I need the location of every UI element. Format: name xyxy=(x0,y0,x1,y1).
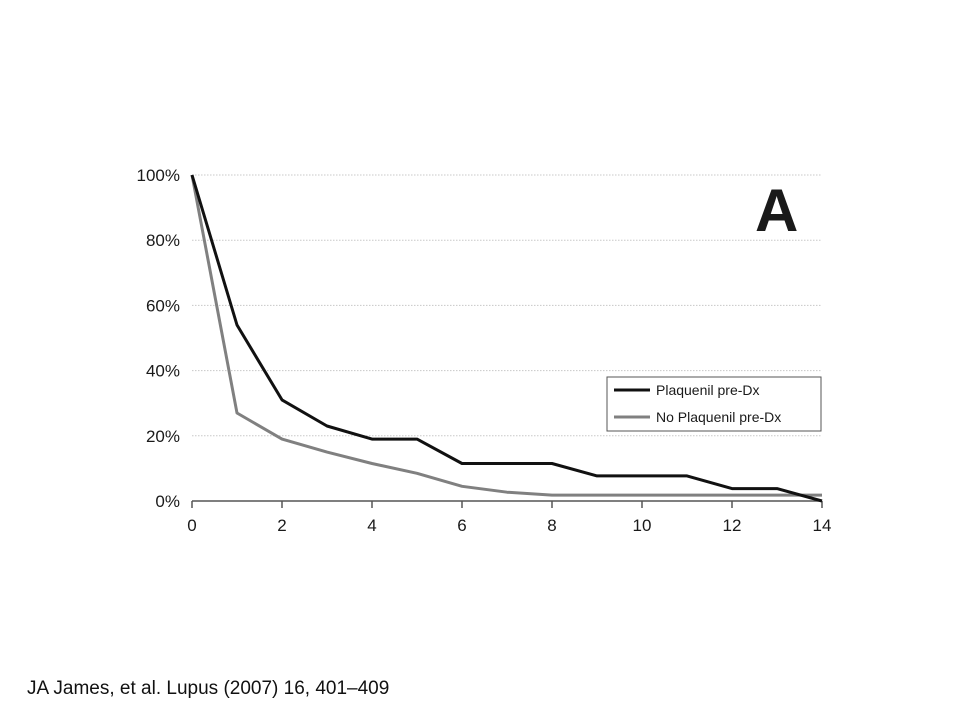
series-lines xyxy=(190,174,823,503)
x-tick-label: 8 xyxy=(547,516,556,535)
x-tick-label: 2 xyxy=(277,516,286,535)
panel-label: A xyxy=(755,177,798,244)
x-tick-label: 12 xyxy=(723,516,742,535)
y-tick-label: 60% xyxy=(146,296,180,315)
x-tick-label: 10 xyxy=(633,516,652,535)
x-tick-label: 14 xyxy=(813,516,832,535)
gridlines xyxy=(192,174,822,437)
series-line-no-plaquenil xyxy=(190,174,822,497)
series-line-plaquenil xyxy=(190,174,823,503)
y-tick-label: 0% xyxy=(155,492,180,511)
legend-label-no-plaquenil: No Plaquenil pre-Dx xyxy=(656,409,781,425)
x-tick-label: 4 xyxy=(367,516,376,535)
legend-box xyxy=(606,376,822,432)
citation-text: JA James, et al. Lupus (2007) 16, 401–40… xyxy=(27,678,390,699)
y-tick-label: 20% xyxy=(146,427,180,446)
legend: Plaquenil pre-Dx No Plaquenil pre-Dx xyxy=(606,376,822,432)
x-tick-label: 0 xyxy=(187,516,196,535)
legend-label-plaquenil: Plaquenil pre-Dx xyxy=(656,382,760,398)
y-tick-label: 100% xyxy=(137,166,180,185)
y-tick-label: 40% xyxy=(146,362,180,381)
axes: 0% 20% 40% 60% 80% 100% 0 2 4 6 8 10 12 14 xyxy=(137,166,832,535)
x-tick-label: 6 xyxy=(457,516,466,535)
y-tick-label: 80% xyxy=(146,231,180,250)
